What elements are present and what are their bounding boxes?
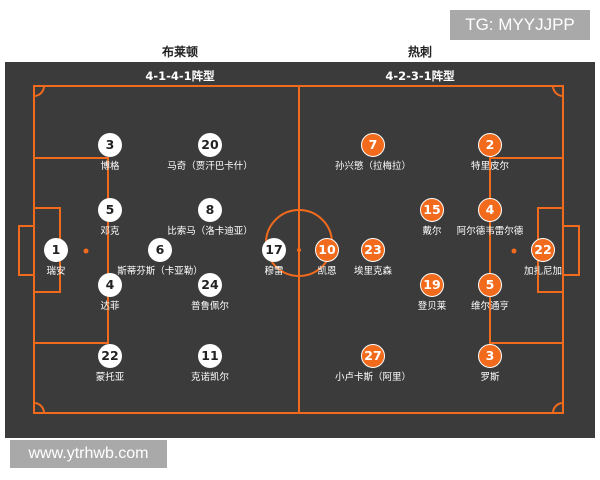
player-name: 凯恩 <box>317 266 337 277</box>
player-number-badge: 22 <box>98 344 122 368</box>
player-number-badge: 20 <box>198 133 222 157</box>
player-name: 达菲 <box>100 301 120 312</box>
player-name: 特里皮尔 <box>470 161 509 172</box>
player-number-badge: 22 <box>531 238 555 262</box>
player-name: 普鲁佩尔 <box>190 301 229 312</box>
home-player: 22 蒙托亚 <box>50 344 170 383</box>
home-player: 24 普鲁佩尔 <box>150 273 270 312</box>
player-number-badge: 1 <box>44 238 68 262</box>
away-player: 5 维尔通亨 <box>430 273 550 312</box>
player-name: 马奇（贾汗巴卡什） <box>167 161 253 172</box>
player-name: 小卢卡斯（阿里） <box>334 372 411 383</box>
away-player: 10 凯恩 <box>267 238 387 277</box>
away-player: 22 加扎尼加 <box>483 238 600 277</box>
player-name: 比索马（洛卡迪亚） <box>167 226 253 237</box>
player-number-badge: 2 <box>478 133 502 157</box>
away-team-name: 热刺 <box>407 45 432 59</box>
away-player: 27 小卢卡斯（阿里） <box>313 344 433 383</box>
player-name: 斯蒂芬斯（卡亚勒） <box>117 266 203 277</box>
player-number-badge: 8 <box>198 198 222 222</box>
player-name: 维尔通亨 <box>470 301 509 312</box>
player-number-badge: 6 <box>148 238 172 262</box>
player-name: 穆雷 <box>264 266 284 277</box>
player-number-badge: 5 <box>98 198 122 222</box>
player-number-badge: 4 <box>478 198 502 222</box>
player-number-badge: 7 <box>361 133 385 157</box>
player-name: 罗斯 <box>480 372 500 383</box>
away-formation: 4-2-3-1阵型 <box>385 69 455 83</box>
player-number-badge: 24 <box>198 273 222 297</box>
player-number-badge: 10 <box>315 238 339 262</box>
player-number-badge: 5 <box>478 273 502 297</box>
away-player: 23 埃里克森 <box>313 238 433 277</box>
player-number-badge: 27 <box>361 344 385 368</box>
player-name: 邓克 <box>100 226 120 237</box>
player-name: 蒙托亚 <box>95 372 125 383</box>
away-player: 15 戴尔 <box>372 198 492 237</box>
home-player: 6 斯蒂芬斯（卡亚勒） <box>100 238 220 277</box>
away-player: 7 孙兴慜（拉梅拉） <box>313 133 433 172</box>
player-number-badge: 23 <box>361 238 385 262</box>
home-formation: 4-1-4-1阵型 <box>145 69 215 83</box>
player-name: 博格 <box>100 161 120 172</box>
player-number-badge: 19 <box>420 273 444 297</box>
player-name: 埃里克森 <box>353 266 392 277</box>
player-name: 阿尔德韦雷尔德 <box>456 226 524 237</box>
player-number-badge: 3 <box>478 344 502 368</box>
away-player: 19 登贝莱 <box>372 273 492 312</box>
home-team-name: 布莱顿 <box>161 45 198 59</box>
player-number-badge: 4 <box>98 273 122 297</box>
home-player: 8 比索马（洛卡迪亚） <box>150 198 270 237</box>
away-player: 3 罗斯 <box>430 344 550 383</box>
player-name: 孙兴慜（拉梅拉） <box>334 161 411 172</box>
player-number-badge: 17 <box>262 238 286 262</box>
player-name: 戴尔 <box>422 226 442 237</box>
player-number-badge: 15 <box>420 198 444 222</box>
watermark-top: TG: MYYJJPP <box>450 10 590 40</box>
home-player: 5 邓克 <box>50 198 170 237</box>
home-player: 11 克诺凯尔 <box>150 344 270 383</box>
player-name: 瑞安 <box>46 266 66 277</box>
home-player: 17 穆雷 <box>214 238 334 277</box>
watermark-bottom: www.ytrhwb.com <box>10 440 167 468</box>
player-number-badge: 3 <box>98 133 122 157</box>
home-player: 1 瑞安 <box>0 238 116 277</box>
home-player: 20 马奇（贾汗巴卡什） <box>150 133 270 172</box>
away-player: 4 阿尔德韦雷尔德 <box>430 198 550 237</box>
player-name: 登贝莱 <box>417 301 447 312</box>
home-player: 4 达菲 <box>50 273 170 312</box>
player-name: 加扎尼加 <box>523 266 562 277</box>
home-player: 3 博格 <box>50 133 170 172</box>
away-player: 2 特里皮尔 <box>430 133 550 172</box>
player-name: 克诺凯尔 <box>190 372 229 383</box>
player-number-badge: 11 <box>198 344 222 368</box>
